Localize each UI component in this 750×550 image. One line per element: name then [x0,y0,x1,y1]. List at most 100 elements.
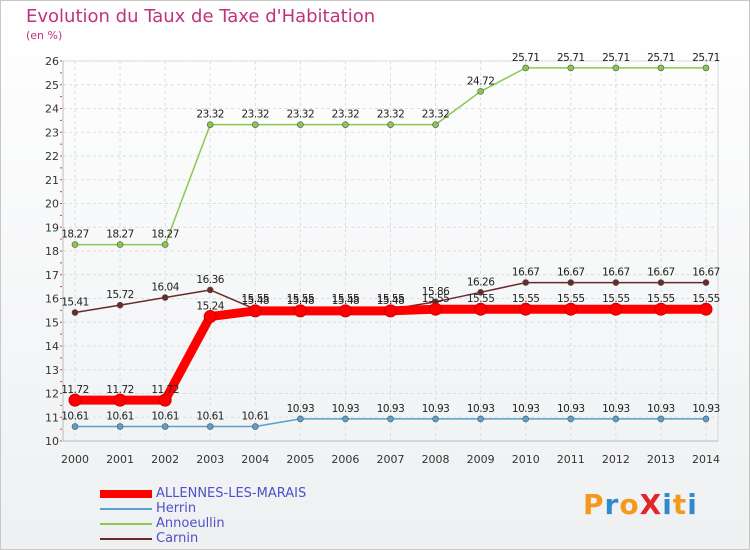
data-point [564,302,578,316]
data-label: 10.61 [61,411,89,423]
x-tick-label: 2010 [512,453,540,466]
data-point [206,121,214,128]
x-tick-label: 2013 [647,453,675,466]
legend-label-herrin: Herrin [156,501,197,516]
data-point [567,415,575,423]
legend-label-allennes: ALLENNES-LES-MARAIS [156,486,307,501]
data-label: 25.71 [557,52,585,64]
data-point [477,289,484,296]
y-tick-label: 19 [45,221,59,234]
data-point [612,279,620,286]
legend-swatch-herrin [100,508,152,510]
data-label: 24.72 [467,75,495,87]
y-tick-label: 13 [45,364,59,377]
data-point [657,279,665,286]
x-tick-label: 2007 [377,453,405,466]
y-tick-label: 16 [45,293,59,306]
x-tick-label: 2001 [106,453,134,466]
x-tick-label: 2004 [241,453,269,466]
data-point [702,415,710,423]
data-label: 10.93 [602,403,630,415]
data-label: 15.55 [242,293,270,305]
data-point [161,241,169,248]
data-point [251,121,259,128]
data-point [657,64,665,72]
data-label: 16.26 [467,276,495,288]
x-tick-label: 2012 [602,453,630,466]
legend-item-carnin: Carnin [100,532,198,546]
data-point [203,310,217,324]
data-label: 10.93 [377,403,405,415]
data-label: 15.48 [377,295,405,307]
logo-letter: i [662,488,673,521]
x-tick-label: 2011 [557,453,585,466]
data-point [206,286,214,294]
data-point [158,393,172,407]
data-point [429,302,443,316]
x-tick-label: 2003 [196,453,224,466]
y-tick-label: 20 [45,198,59,211]
x-tick-label: 2000 [61,453,89,466]
data-label: 10.93 [287,403,315,415]
data-point [68,393,82,407]
legend-item-herrin: Herrin [100,502,196,516]
data-label: 15.24 [196,301,224,313]
data-label: 10.61 [196,411,224,423]
data-point [612,415,620,423]
data-point [477,88,484,95]
y-tick-label: 18 [45,245,59,258]
data-label: 23.32 [377,109,405,121]
y-tick-label: 10 [45,435,59,448]
data-label: 18.27 [106,229,134,241]
data-point [474,302,488,316]
data-point [432,121,439,128]
y-tick-label: 11 [45,411,59,424]
y-tick-label: 12 [45,388,59,401]
y-tick-label: 24 [45,103,59,116]
data-label: 15.55 [602,293,630,305]
legend-swatch-carnin [100,538,152,540]
data-point [116,241,124,248]
data-point [657,415,665,423]
data-label: 15.55 [377,293,405,305]
legend-item-annoeullin: Annoeullin [100,517,225,531]
logo-letter: i [687,488,698,521]
data-point [387,121,394,128]
data-label: 23.32 [196,109,224,121]
x-tick-label: 2002 [151,453,179,466]
data-point [567,64,575,72]
unit-label: (en %) [26,29,63,42]
data-point [342,415,349,423]
data-label: 10.93 [512,403,540,415]
data-point [248,304,262,318]
y-tick-label: 23 [45,126,59,139]
data-label: 15.55 [422,293,450,305]
data-point [612,64,620,72]
data-point [206,423,214,430]
data-label: 10.61 [242,411,270,423]
legend-label-carnin: Carnin [156,531,199,546]
data-label: 16.67 [692,267,720,279]
data-point [522,415,530,423]
data-point [702,279,710,286]
x-tick-label: 2008 [422,453,450,466]
y-tick-label: 15 [45,316,59,329]
x-tick-label: 2009 [467,453,495,466]
y-tick-label: 26 [45,55,59,68]
data-label: 16.36 [196,274,224,286]
data-label: 25.71 [602,52,630,64]
data-label: 18.27 [61,229,89,241]
data-label: 10.93 [647,403,675,415]
y-tick-label: 25 [45,79,59,92]
data-point [71,241,79,248]
data-point [297,415,304,423]
data-label: 23.32 [287,109,315,121]
data-point [432,415,439,423]
data-point [522,279,530,286]
legend-label-annoeullin: Annoeullin [156,516,225,531]
data-point [251,423,259,430]
data-label: 11.72 [151,384,179,396]
y-tick-label: 17 [45,269,59,282]
data-point [519,302,533,316]
